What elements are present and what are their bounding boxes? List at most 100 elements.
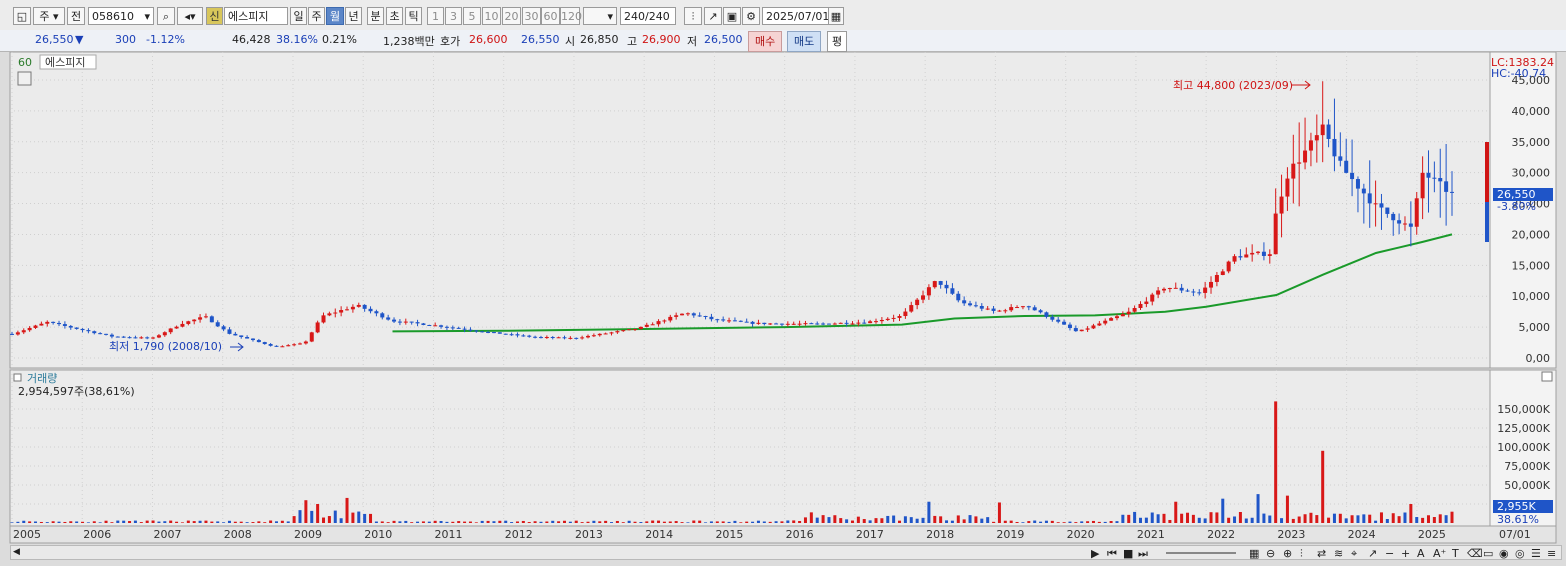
chart-type-icon[interactable]: ⫶	[1300, 547, 1303, 560]
time-tick-label: 2014	[645, 528, 673, 541]
interval-30[interactable]: 30	[522, 7, 541, 25]
search-icon[interactable]: ⌕	[157, 7, 175, 25]
rewind-icon[interactable]: ⏮	[1107, 547, 1117, 560]
candle	[1062, 319, 1067, 325]
high-price: 26,900	[642, 33, 681, 46]
flat-button[interactable]: 평	[827, 31, 848, 52]
volume-bar	[1344, 518, 1348, 523]
date-field[interactable]: 2025/07/01	[762, 7, 830, 25]
arrow-icon[interactable]: ↗	[1368, 547, 1378, 560]
settings-icon[interactable]: ≡	[1547, 547, 1557, 560]
panel-toggle-icon[interactable]	[13, 373, 22, 382]
indicator-icon[interactable]: ≋	[1334, 547, 1344, 560]
volume-current: 2,954,597주(38,61%)	[18, 385, 135, 398]
volume-bar	[1338, 513, 1342, 523]
volume-bar	[1391, 513, 1395, 523]
volume-bar	[398, 521, 402, 523]
monitor-icon[interactable]: ▭	[1483, 547, 1494, 560]
layout-icon[interactable]: ◱	[13, 7, 31, 25]
candle	[15, 330, 20, 336]
volume-bar	[1385, 519, 1389, 523]
minus-icon[interactable]: −	[1385, 547, 1395, 560]
grid-lines	[10, 52, 1490, 526]
fast-forward-icon[interactable]: ⏭	[1138, 547, 1148, 560]
candle	[298, 342, 302, 345]
candle	[738, 320, 743, 323]
buy-button[interactable]: 매수	[748, 31, 783, 52]
stock-chart[interactable]: 45,00040,00035,00030,00025,00020,00015,0…	[0, 52, 1566, 544]
candle	[1226, 260, 1231, 274]
sell-button[interactable]: 매도	[787, 31, 822, 52]
interval-120[interactable]: 120	[560, 7, 582, 25]
eye-icon[interactable]: ◎	[1515, 547, 1525, 560]
scroll-left-icon[interactable]: ◀	[13, 547, 20, 557]
font-size-icon[interactable]: A⁺	[1433, 547, 1447, 560]
zoom-out-icon[interactable]: ⊖	[1266, 547, 1276, 560]
interval-3[interactable]: 3	[445, 7, 462, 25]
volume-bar	[322, 517, 326, 523]
tab-second[interactable]: 초	[386, 7, 403, 25]
volume-bar	[474, 522, 478, 523]
zoom-slider[interactable]	[1166, 552, 1236, 554]
volume-bar	[557, 521, 561, 523]
volume-bar	[439, 521, 443, 523]
table-icon[interactable]	[17, 71, 32, 86]
candle	[98, 332, 103, 335]
candle	[444, 325, 449, 331]
period-select[interactable]: 주 ▾	[33, 7, 65, 25]
interval-1[interactable]: 1	[427, 7, 444, 25]
quote-bar: 26,550 ▼ 300 -1.12% 46,428 38.16% 0.21% …	[0, 30, 1566, 52]
candle	[1179, 283, 1184, 294]
price-tick-label: 30,000	[1512, 167, 1551, 180]
tab-month[interactable]: 월	[326, 7, 344, 25]
magnet-icon[interactable]: ◉	[1499, 547, 1509, 560]
interval-60[interactable]: 60	[541, 7, 560, 25]
crosshair-icon[interactable]: ⌖	[1351, 547, 1358, 560]
play-icon[interactable]: ▶	[1091, 547, 1100, 560]
volume-bar	[945, 520, 949, 523]
tab-minute[interactable]: 분	[367, 7, 384, 25]
calendar-icon[interactable]: ▦	[828, 7, 844, 25]
layout-grid-icon[interactable]: ▦	[1249, 547, 1260, 560]
low-label: 저	[687, 35, 698, 48]
eraser-icon[interactable]: ⌫	[1467, 547, 1483, 560]
zoom-in-icon[interactable]: ⊕	[1283, 547, 1293, 560]
stock-name-field[interactable]: 에스피지	[224, 7, 288, 25]
volume-bar	[733, 520, 737, 523]
candle	[268, 343, 273, 347]
panel-close-icon[interactable]	[1541, 371, 1553, 382]
tab-year[interactable]: 년	[345, 7, 362, 25]
interval-5[interactable]: 5	[463, 7, 481, 25]
gear-icon[interactable]: ⚙	[742, 7, 760, 25]
volume-bar	[657, 520, 661, 523]
custom-interval-select[interactable]: ▾	[583, 7, 617, 25]
save-icon[interactable]: ▣	[723, 7, 741, 25]
interval-10[interactable]: 10	[482, 7, 501, 25]
candle	[1079, 329, 1084, 332]
tab-tick[interactable]: 틱	[405, 7, 422, 25]
bar-count-field[interactable]: 240/240	[620, 7, 676, 25]
compare-icon[interactable]: ⇄	[1317, 547, 1327, 560]
draw-line-icon[interactable]: ↗	[704, 7, 722, 25]
speaker-icon[interactable]: ◂▾	[177, 7, 203, 25]
all-button[interactable]: 전	[67, 7, 85, 25]
price-axis: 45,00040,00035,00030,00025,00020,00015,0…	[1512, 74, 1551, 365]
tab-week[interactable]: 주	[308, 7, 325, 25]
candles-icon[interactable]: ⫶	[684, 7, 702, 25]
tab-day[interactable]: 일	[290, 7, 307, 25]
text-tool-icon[interactable]: A	[1417, 547, 1425, 560]
candle	[92, 330, 97, 335]
candle	[768, 323, 773, 326]
volume-bar	[1297, 516, 1301, 523]
plus-icon[interactable]: +	[1401, 547, 1411, 560]
text-small-icon[interactable]: T	[1452, 547, 1459, 560]
candle	[568, 336, 573, 340]
stock-code-input[interactable]: 058610 ▾	[88, 7, 154, 25]
chart-scrollbar[interactable]: ◀ ▶ ⏮ ■ ⏭ ▦ ⊖ ⊕ ⫶ ⇄ ≋ ⌖ ↗ − + A A⁺ T ⌫ ▭…	[10, 545, 1562, 560]
candle	[62, 321, 67, 329]
interval-20[interactable]: 20	[502, 7, 521, 25]
stop-icon[interactable]: ■	[1123, 547, 1134, 560]
lines-icon[interactable]: ☰	[1531, 547, 1541, 560]
candle	[785, 321, 790, 327]
chevron-down-icon[interactable]: ▾	[144, 10, 150, 23]
